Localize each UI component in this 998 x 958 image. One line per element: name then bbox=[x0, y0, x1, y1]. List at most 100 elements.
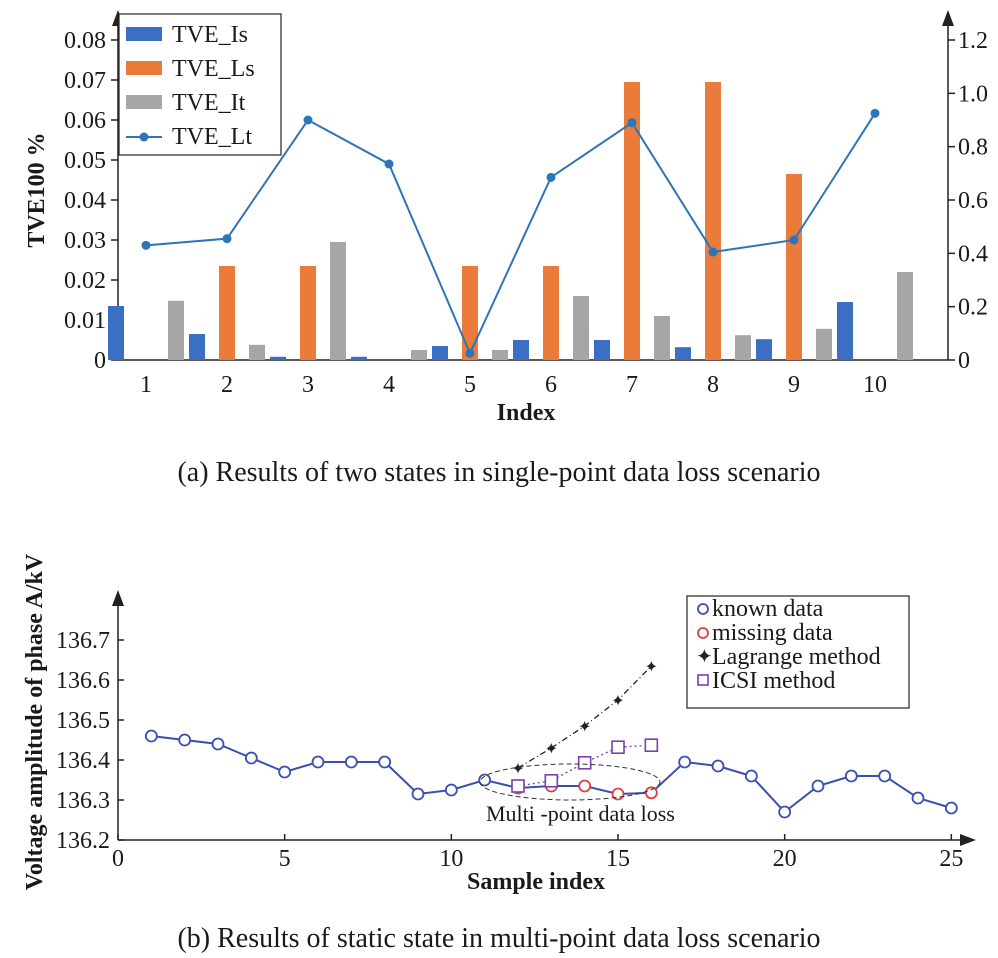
point-known-data bbox=[811, 779, 825, 793]
chart-b-xlabel: Sample index bbox=[467, 869, 605, 895]
bar-tve-is bbox=[756, 339, 772, 360]
point-tve-lt bbox=[384, 159, 394, 169]
point-known-data bbox=[378, 755, 392, 769]
chart-a-y-tick-label: 0.05 bbox=[64, 148, 106, 174]
chart-b-y-tick-label: 136.5 bbox=[56, 708, 110, 734]
bar-tve-it bbox=[816, 328, 832, 360]
point-known-data bbox=[911, 791, 925, 805]
point-known-data bbox=[244, 751, 258, 765]
chart-a-y2-ticks: 0 0.2 0.4 0.6 0.8 1.0 1.2 bbox=[948, 28, 988, 374]
legend-label-known-data: known data bbox=[712, 596, 824, 622]
legend-swatch-tve-it bbox=[126, 95, 162, 109]
point-known-data bbox=[444, 783, 458, 797]
chart-b-ylabel: Voltage amplitude of phase A/kV bbox=[22, 553, 48, 890]
line-tve-lt bbox=[145, 112, 876, 356]
chart-a-y-tick-label: 0.07 bbox=[64, 68, 106, 94]
legend-marker-lagrange-method: ✦ bbox=[696, 646, 713, 668]
bar-tve-ls bbox=[462, 266, 478, 360]
point-missing-data bbox=[644, 786, 658, 800]
chart-a-y2-tick-label: 0.6 bbox=[958, 188, 988, 214]
bar-tve-is bbox=[108, 306, 124, 360]
chart-a-x-tick-label: 1 bbox=[140, 372, 152, 398]
chart-b-annotation-ellipse bbox=[479, 763, 661, 801]
point-known-data bbox=[844, 769, 858, 783]
bar-tve-is bbox=[675, 347, 691, 360]
point-tve-lt bbox=[708, 247, 718, 257]
point-lagrange-method: ✦ bbox=[545, 741, 558, 758]
point-icsi-method bbox=[511, 779, 525, 793]
point-lagrange-method: ✦ bbox=[645, 659, 658, 676]
chart-a-xlabel: Index bbox=[497, 400, 556, 426]
bar-tve-is bbox=[432, 346, 448, 360]
point-tve-lt bbox=[546, 172, 556, 182]
chart-b-y-tick-label: 136.4 bbox=[56, 748, 110, 774]
chart-a-x-tick-label: 8 bbox=[707, 372, 719, 398]
point-known-data bbox=[678, 755, 692, 769]
chart-b-x-tick-label: 15 bbox=[606, 846, 630, 872]
legend-swatch-tve-lt-marker bbox=[139, 132, 149, 142]
chart-a-y2-tick-label: 1.0 bbox=[958, 81, 988, 107]
point-tve-lt bbox=[870, 108, 880, 118]
chart-a-ylabel: TVE100 % bbox=[24, 132, 50, 247]
chart-b-y-tick-label: 136.3 bbox=[56, 788, 110, 814]
point-known-data bbox=[944, 801, 958, 815]
legend-label-tve-it: TVE_It bbox=[172, 90, 246, 116]
chart-b-y-ticks: 136.2 136.3 136.4 136.5 136.6 136.7 bbox=[56, 628, 124, 854]
point-known-data bbox=[411, 787, 425, 801]
chart-b-legend-box bbox=[686, 595, 910, 709]
chart-b-legend: known data missing data ✦ Lagrange metho… bbox=[686, 595, 910, 709]
chart-b-x-tick-label: 5 bbox=[279, 846, 291, 872]
point-known-data bbox=[178, 733, 192, 747]
bar-tve-it bbox=[492, 350, 508, 360]
point-tve-lt bbox=[303, 115, 313, 125]
legend-marker-known-data bbox=[697, 603, 709, 615]
point-known-data bbox=[711, 759, 725, 773]
chart-b-y-arrow bbox=[112, 590, 124, 606]
bar-tve-it bbox=[654, 316, 670, 360]
bar-tve-it bbox=[411, 350, 427, 360]
chart-a-x-tick-label: 5 bbox=[464, 372, 476, 398]
chart-b-x-arrow bbox=[960, 834, 976, 846]
chart-a-y2-tick-label: 0.8 bbox=[958, 135, 988, 161]
chart-a-x-tick-label: 10 bbox=[863, 372, 887, 398]
legend-label-icsi-method: ICSI method bbox=[712, 668, 835, 694]
legend-marker-icsi-method bbox=[697, 674, 709, 686]
bar-tve-ls bbox=[543, 266, 559, 360]
chart-a-y-ticks: 0 0.01 0.02 0.03 0.04 0.05 0.06 0.07 0.08 bbox=[64, 28, 118, 374]
point-known-data bbox=[278, 765, 292, 779]
chart-a-bars bbox=[108, 82, 913, 360]
chart-a-x-tick-label: 2 bbox=[221, 372, 233, 398]
legend-label-missing-data: missing data bbox=[712, 620, 833, 646]
bar-tve-is bbox=[837, 302, 853, 360]
chart-a-y2-tick-label: 0.4 bbox=[958, 241, 988, 267]
chart-a-x-tick-label: 9 bbox=[788, 372, 800, 398]
chart-b-y-tick-label: 136.2 bbox=[56, 828, 110, 854]
bar-tve-ls bbox=[624, 82, 640, 360]
chart-a-x-tick-label: 6 bbox=[545, 372, 557, 398]
point-known-data bbox=[311, 755, 325, 769]
chart-a-right-arrow bbox=[942, 10, 954, 26]
bar-tve-is bbox=[513, 340, 529, 360]
point-missing-data bbox=[578, 779, 592, 793]
point-icsi-method bbox=[577, 755, 592, 770]
chart-a-line-series bbox=[141, 108, 880, 358]
point-known-data bbox=[744, 769, 758, 783]
point-icsi-method bbox=[544, 773, 559, 788]
chart-a-y-tick-label: 0 bbox=[94, 348, 106, 374]
chart-a-y2-tick-label: 0.2 bbox=[958, 295, 988, 321]
point-known-data bbox=[778, 805, 792, 819]
point-tve-lt bbox=[465, 348, 475, 358]
legend-label-lagrange-method: Lagrange method bbox=[712, 644, 881, 670]
bar-tve-is bbox=[594, 340, 610, 360]
bar-tve-ls bbox=[705, 82, 721, 360]
line-lagrange-method bbox=[517, 665, 652, 769]
chart-b-x-tick-label: 20 bbox=[773, 846, 797, 872]
point-tve-lt bbox=[627, 118, 637, 128]
bar-tve-it bbox=[897, 272, 913, 360]
bar-tve-it bbox=[168, 300, 184, 360]
chart-b-y-tick-label: 136.6 bbox=[56, 668, 110, 694]
bar-tve-it bbox=[330, 242, 346, 360]
chart-a-x-tick-label: 4 bbox=[383, 372, 395, 398]
legend-swatch-tve-ls bbox=[126, 61, 162, 75]
